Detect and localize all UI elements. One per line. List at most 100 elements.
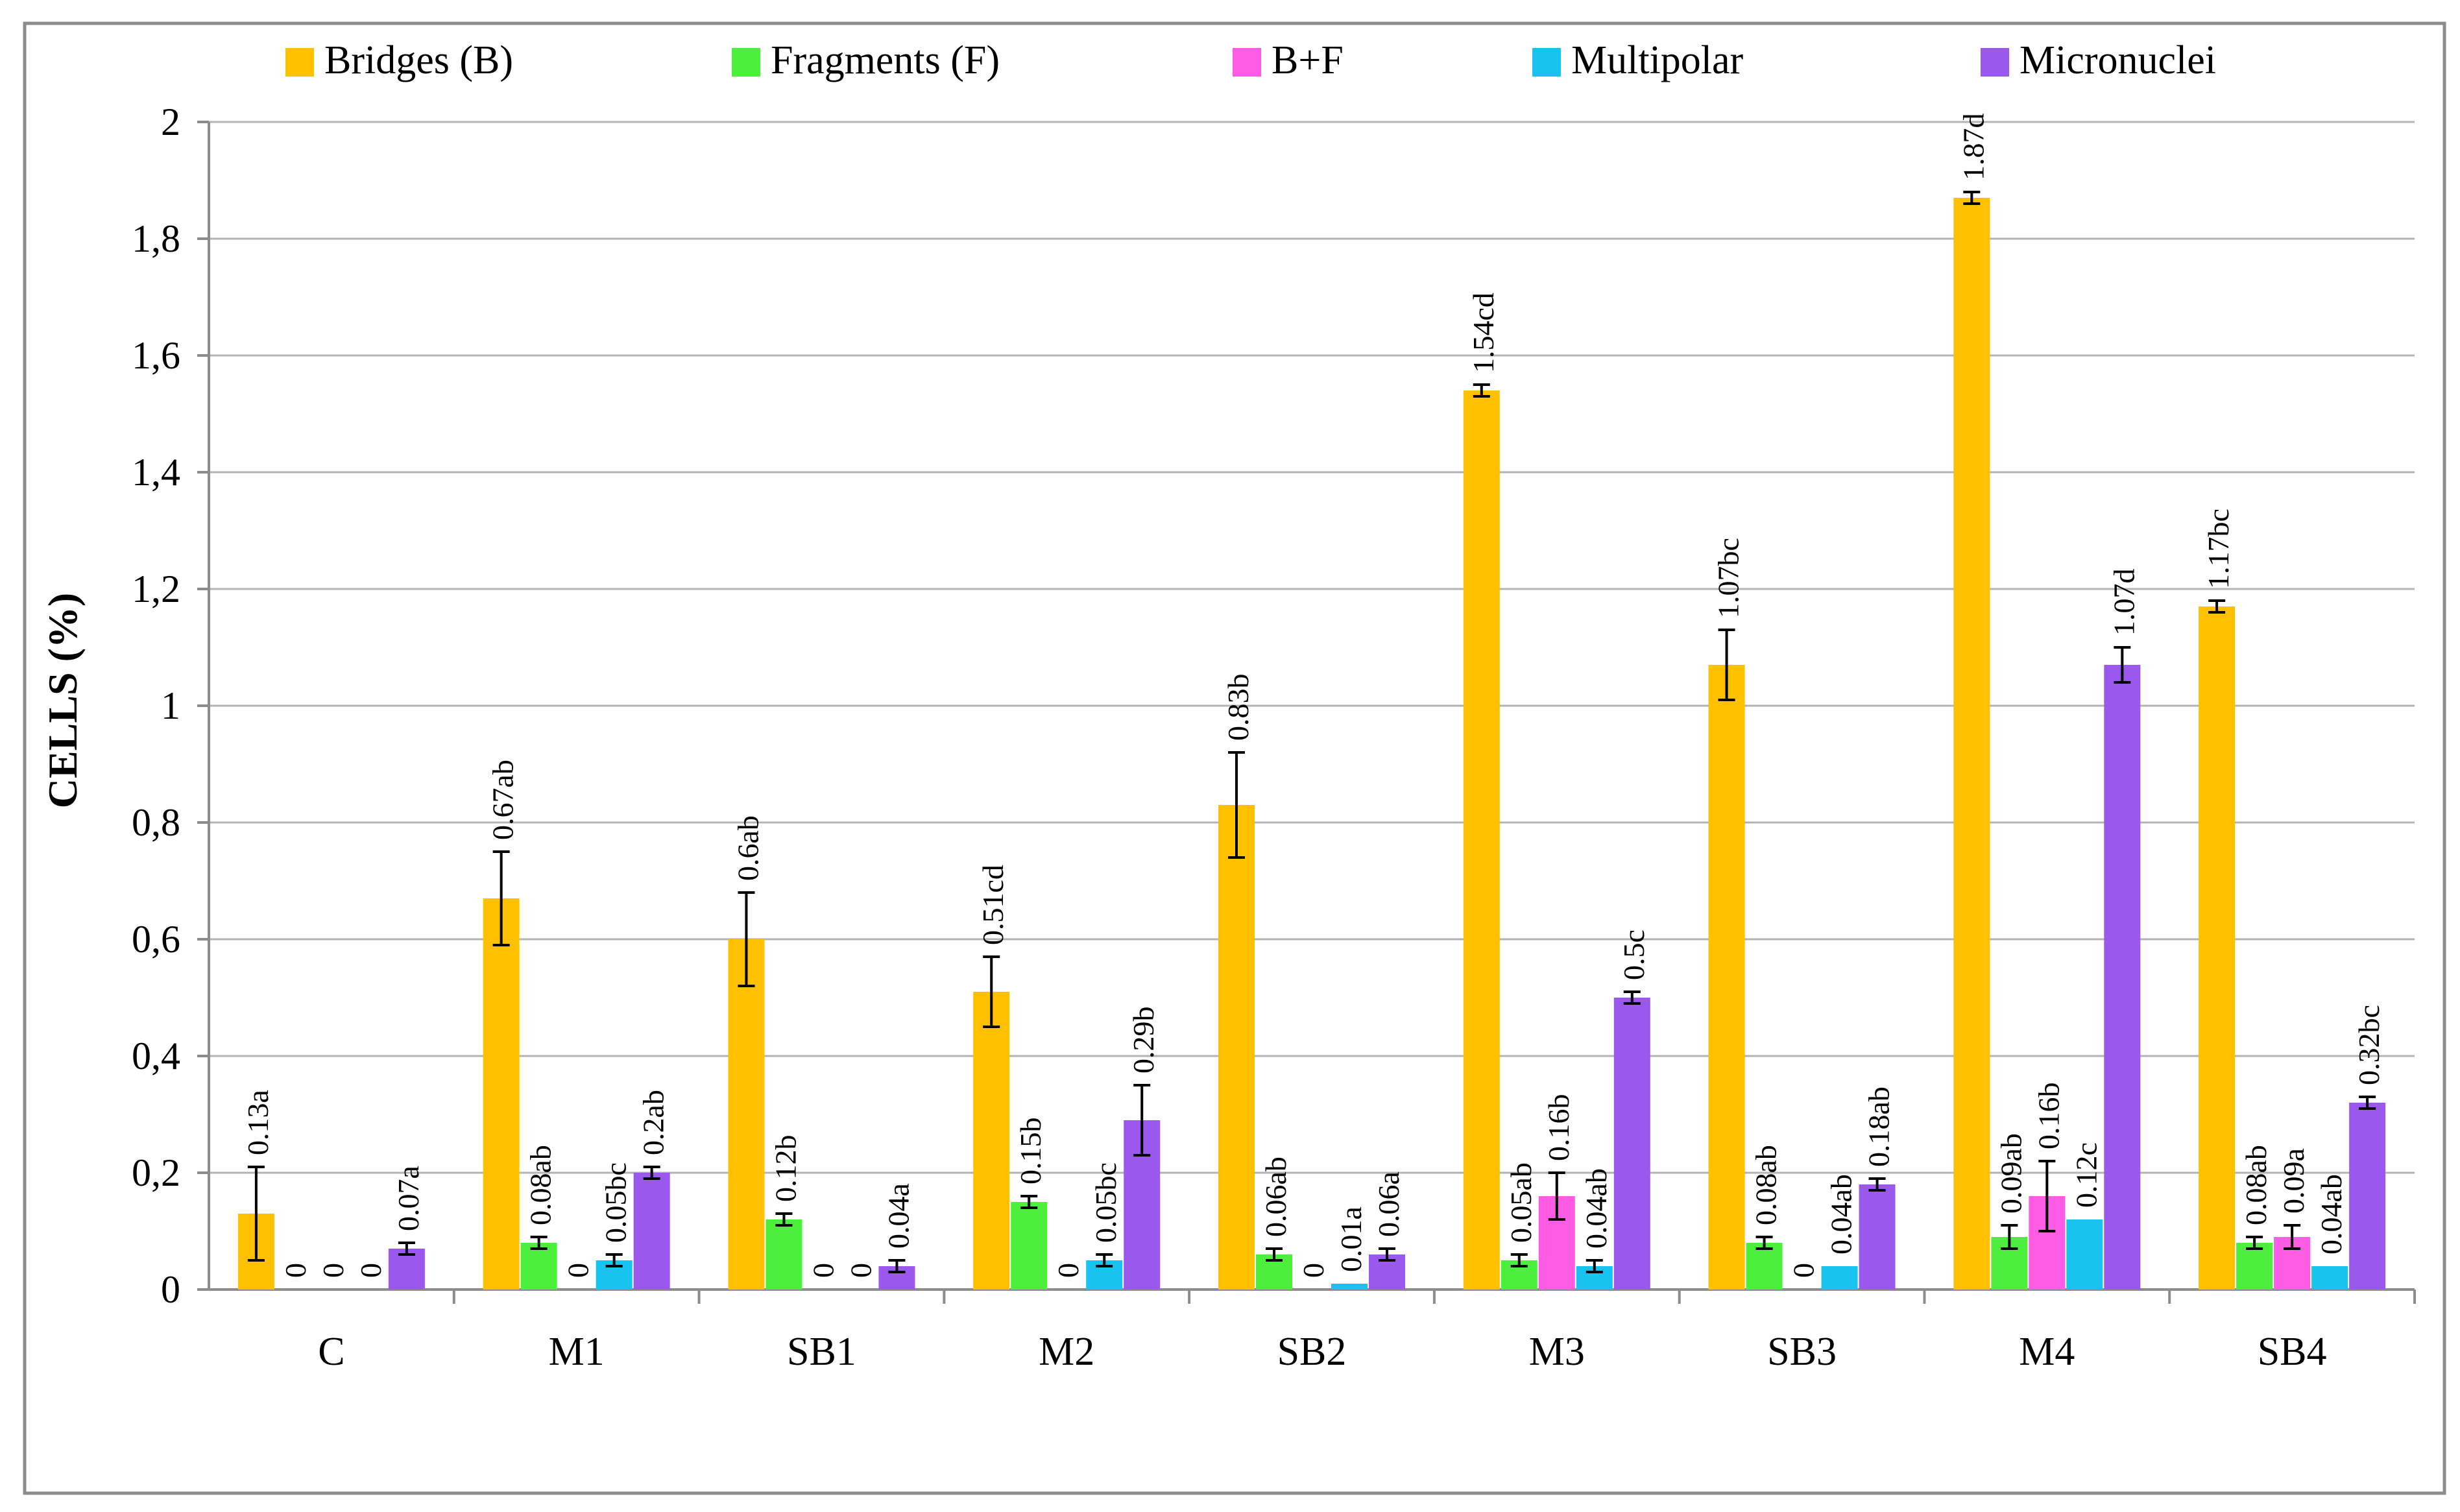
y-tick-label: 1,4 [132,451,180,494]
bar [1821,1266,1858,1290]
legend-label: Micronuclei [2020,38,2216,82]
bar [1331,1284,1368,1290]
data-label: 1.87d [1957,114,1990,181]
data-label: 0.04ab [2315,1174,2348,1254]
bar [1708,665,1745,1290]
x-tick-label: SB4 [2258,1330,2327,1374]
data-label: 0.04ab [1580,1168,1613,1249]
data-label: 0.12c [2069,1142,2103,1208]
bar [520,1243,557,1290]
bar [2199,606,2236,1290]
bar [973,992,1010,1290]
data-label: 0.04a [882,1183,915,1249]
x-tick-label: M4 [2019,1330,2075,1374]
data-label: 0 [562,1263,595,1278]
bar [2066,1219,2103,1290]
y-tick-label: 0,8 [132,801,180,844]
y-tick-label: 0 [161,1268,180,1311]
legend-swatch [1233,48,1261,77]
y-tick-label: 0,4 [132,1035,180,1077]
bar [1746,1243,1783,1290]
data-label: 0.16b [2032,1083,2065,1150]
data-label: 0.67ab [487,760,520,840]
x-tick-label: M2 [1039,1330,1094,1374]
data-label: 0.06ab [1259,1157,1292,1237]
bar [2236,1243,2273,1290]
x-tick-label: SB1 [787,1330,856,1374]
y-tick-label: 1 [161,684,180,727]
legend: Bridges (B) Fragments (F) B+F Multipolar Mic… [285,38,2216,82]
data-label: 0 [1787,1263,1820,1278]
data-label: 0.15b [1014,1118,1047,1185]
bar [1953,198,1990,1290]
data-label: 0.09a [2277,1148,2310,1214]
data-label: 0.18ab [1863,1086,1896,1167]
data-label: 0.06a [1372,1171,1405,1237]
legend-swatch [1532,48,1561,77]
legend-swatch [285,48,314,77]
data-label: 0.51cd [976,865,1009,945]
data-label: 0 [844,1263,877,1278]
data-label: 1.07d [2107,569,2140,636]
bar [1463,390,1500,1290]
data-label: 0 [354,1263,387,1278]
y-tick-label: 1,6 [132,334,180,377]
bar [766,1219,802,1290]
legend-label: B+F [1272,38,1344,82]
bar [1859,1184,1896,1290]
y-tick-label: 2 [161,101,180,143]
data-label: 0.05ab [1504,1162,1538,1243]
bar [633,1173,670,1290]
y-tick-label: 1,2 [132,568,180,610]
legend-label: Bridges (B) [324,38,513,82]
x-tick-label: SB2 [1277,1330,1347,1374]
data-label: 0.07a [392,1166,425,1231]
data-label: 1.54cd [1467,293,1500,373]
legend-swatch [732,48,760,77]
y-tick-label: 0,2 [132,1151,180,1194]
bar [2104,665,2141,1290]
data-label: 0.08ab [524,1145,557,1225]
legend-label: Multipolar [1571,38,1744,82]
data-label: 0 [1297,1263,1330,1278]
data-label: 0.08ab [2239,1145,2273,1225]
data-label: 0.16b [1542,1094,1575,1162]
y-tick-label: 1,8 [132,217,180,260]
bar [483,898,520,1290]
data-label: 0.6ab [731,815,764,881]
data-label: 0.05bc [1089,1162,1122,1243]
bar [1218,805,1255,1290]
bar [1613,998,1650,1290]
bar [1011,1202,1048,1290]
y-tick-label: 0,6 [132,918,180,961]
x-tick-label: M3 [1529,1330,1585,1374]
x-tick-label: C [318,1330,344,1374]
data-label: 0.83b [1222,674,1255,741]
data-label: 0 [279,1263,312,1278]
data-label: 0.09ab [1994,1133,2027,1214]
data-label: 0.08ab [1750,1145,1783,1225]
data-label: 0 [317,1263,350,1278]
data-label: 0 [806,1263,839,1278]
y-axis-title: CELLS (%) [40,593,86,809]
data-label: 0.29b [1127,1007,1160,1074]
data-label: 0.04ab [1825,1174,1858,1254]
legend-label: Fragments (F) [771,38,1000,82]
data-label: 0.5c [1617,930,1650,980]
data-label: 0.32bc [2352,1005,2385,1085]
bar [2349,1103,2386,1290]
legend-swatch [1981,48,2009,77]
data-label: 0.13a [241,1090,274,1155]
x-tick-label: SB3 [1767,1330,1837,1374]
bar [728,939,765,1290]
data-label: 0 [1052,1263,1085,1278]
bar [2311,1266,2348,1290]
data-label: 0.12b [769,1135,802,1203]
data-label: 0.05bc [599,1162,633,1243]
data-label: 1.07bc [1712,538,1745,618]
bars [237,191,2386,1290]
data-label: 0.01a [1334,1206,1368,1272]
